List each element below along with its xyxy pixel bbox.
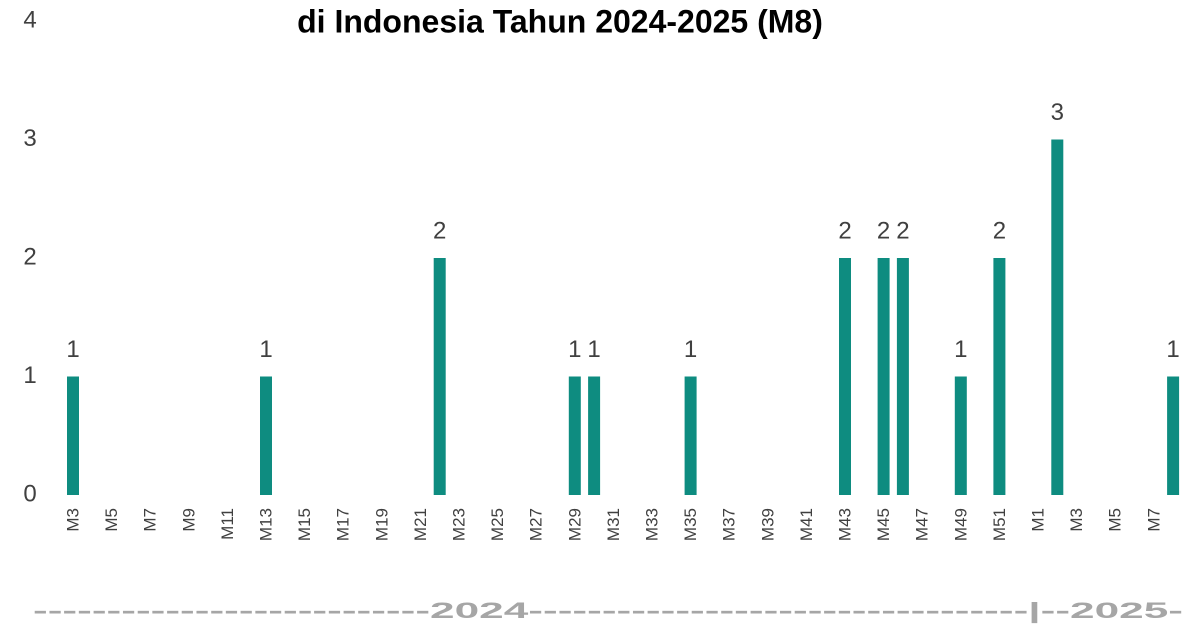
- x-tick-label: M33: [642, 508, 661, 541]
- x-tick-label: M7: [141, 508, 160, 532]
- x-tick-label: M19: [372, 508, 391, 541]
- data-label: 3: [1051, 99, 1064, 126]
- x-tick-label: M29: [565, 508, 584, 541]
- data-label: 1: [587, 336, 600, 363]
- x-tick-label: M13: [256, 508, 275, 541]
- x-tick-label: M43: [835, 508, 854, 541]
- x-tick-label: M39: [758, 508, 777, 541]
- data-label: 1: [568, 336, 581, 363]
- data-label: 1: [954, 336, 967, 363]
- x-tick-label: M7: [1144, 508, 1163, 532]
- data-label: 1: [1166, 336, 1179, 363]
- bar: [877, 258, 890, 495]
- bar: [839, 258, 851, 495]
- bar: [684, 376, 697, 495]
- bar: [993, 258, 1006, 495]
- bar: [568, 376, 581, 495]
- x-tick-label: M3: [1067, 508, 1086, 532]
- data-label: 2: [433, 217, 446, 244]
- y-tick-label: 4: [23, 6, 36, 33]
- data-label: 1: [684, 336, 697, 363]
- x-tick-label: M9: [179, 508, 198, 532]
- x-tick-label: M21: [411, 508, 430, 541]
- x-tick-label: M47: [913, 508, 932, 541]
- x-tick-label: M11: [218, 508, 237, 540]
- x-tick-label: M23: [449, 508, 468, 541]
- data-label: 2: [838, 217, 851, 244]
- x-tick-label: M5: [1106, 508, 1125, 532]
- x-tick-label: M37: [720, 508, 739, 541]
- x-tick-label: M41: [797, 508, 816, 541]
- bar: [433, 258, 446, 495]
- x-tick-label: M3: [63, 508, 82, 532]
- bar: [588, 376, 601, 495]
- x-tick-label: M15: [295, 508, 314, 541]
- data-label: 1: [66, 336, 79, 363]
- data-label: 2: [993, 217, 1006, 244]
- bar: [896, 258, 909, 495]
- x-tick-label: M45: [874, 508, 893, 541]
- x-tick-label: M5: [102, 508, 121, 532]
- x-tick-label: M49: [951, 508, 970, 541]
- x-tick-label: M51: [990, 508, 1009, 541]
- data-label: 2: [896, 217, 909, 244]
- x-tick-label: M27: [527, 508, 546, 541]
- bar: [1167, 376, 1180, 495]
- x-tick-label: M1: [1028, 508, 1047, 532]
- x-tick-label: M31: [604, 508, 623, 541]
- bar: [1051, 139, 1064, 495]
- x-tick-label: M25: [488, 508, 507, 541]
- y-tick-label: 1: [23, 362, 36, 389]
- x-tick-label: M17: [334, 508, 353, 541]
- y-tick-label: 2: [23, 243, 36, 270]
- bar: [260, 376, 272, 495]
- data-label: 1: [259, 336, 272, 363]
- x-tick-label: M35: [681, 508, 700, 541]
- period-annotation: ---------------------------2024---------…: [33, 598, 1183, 623]
- data-label: 2: [877, 217, 890, 244]
- y-tick-label: 3: [23, 125, 36, 152]
- bar: [954, 376, 967, 495]
- bar: [67, 376, 79, 495]
- chart-title: di Indonesia Tahun 2024-2025 (M8): [297, 3, 823, 39]
- y-tick-label: 0: [23, 480, 36, 507]
